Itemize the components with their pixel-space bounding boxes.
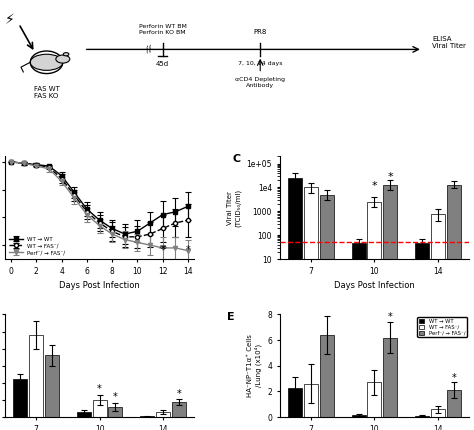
Text: Perforin WT BM
Perforin KO BM: Perforin WT BM Perforin KO BM: [139, 24, 187, 35]
Bar: [304, 187, 318, 430]
Text: PR8: PR8: [254, 29, 267, 35]
Bar: [367, 202, 382, 430]
Bar: [92, 400, 107, 417]
Ellipse shape: [56, 55, 70, 63]
Text: αCD4 Depleting
Antibody: αCD4 Depleting Antibody: [235, 77, 285, 88]
Text: *: *: [451, 372, 456, 383]
Text: ⚡: ⚡: [5, 13, 14, 28]
Bar: [304, 384, 318, 417]
Bar: [77, 412, 91, 417]
Bar: [109, 407, 122, 417]
Bar: [431, 214, 445, 430]
Bar: [415, 416, 429, 417]
Bar: [447, 390, 461, 417]
Bar: [320, 195, 334, 430]
X-axis label: Days Post Infection: Days Post Infection: [59, 281, 140, 290]
Text: *: *: [388, 312, 392, 322]
Bar: [320, 335, 334, 417]
Bar: [447, 184, 461, 430]
Bar: [431, 409, 445, 417]
Text: *: *: [387, 172, 393, 182]
Text: *: *: [186, 246, 191, 255]
Text: E: E: [227, 312, 234, 322]
Text: FAS WT
FAS KO: FAS WT FAS KO: [34, 86, 59, 99]
Bar: [352, 243, 365, 430]
Bar: [45, 356, 59, 417]
Legend: WT → WT, WT → FAS⁻∕, Perf⁻∕ → FAS⁻∕: WT → WT, WT → FAS⁻∕, Perf⁻∕ → FAS⁻∕: [8, 236, 66, 256]
Y-axis label: HA⁻NP⁻T1α⁺ Cells
/Lung (x10⁴): HA⁻NP⁻T1α⁺ Cells /Lung (x10⁴): [247, 334, 262, 397]
Ellipse shape: [63, 52, 69, 56]
Bar: [383, 184, 397, 430]
Bar: [172, 402, 186, 417]
Bar: [288, 178, 302, 430]
Bar: [13, 379, 27, 417]
Text: *: *: [113, 392, 118, 402]
Text: .06: .06: [158, 245, 167, 250]
Bar: [140, 416, 154, 417]
Bar: [415, 243, 429, 430]
Text: 45d: 45d: [156, 61, 169, 67]
Bar: [288, 387, 302, 417]
X-axis label: Days Post Infection: Days Post Infection: [334, 281, 415, 290]
Ellipse shape: [30, 54, 63, 71]
Text: ELISA
Viral Titer: ELISA Viral Titer: [432, 37, 466, 49]
Text: C: C: [232, 154, 240, 164]
Text: *: *: [97, 384, 102, 394]
Bar: [29, 335, 43, 417]
Legend: WT → WT, WT → FAS⁻∕, Perf⁻∕ → FAS⁻∕: WT → WT, WT → FAS⁻∕, Perf⁻∕ → FAS⁻∕: [418, 317, 466, 337]
Bar: [156, 412, 170, 417]
Bar: [383, 338, 397, 417]
Text: //: //: [145, 44, 153, 55]
Bar: [352, 415, 365, 417]
Bar: [367, 382, 382, 417]
Text: *: *: [372, 181, 377, 191]
Text: *: *: [160, 246, 165, 255]
Text: 7, 10, 14 days: 7, 10, 14 days: [238, 61, 283, 66]
Y-axis label: Viral Titer
(TCID₅₀/ml): Viral Titer (TCID₅₀/ml): [228, 189, 241, 227]
Text: *: *: [176, 389, 181, 399]
